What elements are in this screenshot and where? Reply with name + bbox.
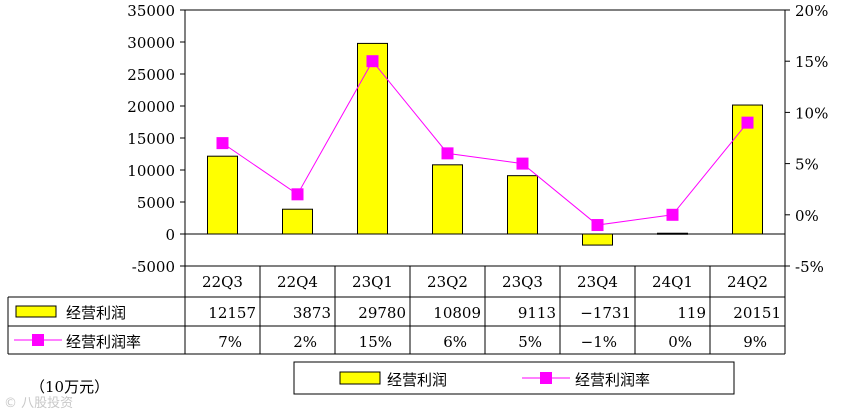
category-label: 23Q4 bbox=[577, 273, 618, 291]
left-tick-label: -5000 bbox=[132, 258, 175, 276]
table-series-name: 经营利润 bbox=[66, 304, 126, 322]
bar bbox=[507, 175, 538, 235]
legend-box bbox=[293, 361, 735, 395]
category-label: 24Q1 bbox=[652, 273, 693, 291]
right-axis: 20% 15% 10% 5% 0% -5% bbox=[785, 2, 828, 276]
table-value: 20151 bbox=[733, 304, 781, 322]
line-point bbox=[216, 137, 229, 150]
line-point bbox=[591, 219, 604, 232]
category-label: 23Q2 bbox=[427, 273, 468, 291]
line-point bbox=[741, 116, 754, 129]
right-tick-label: 10% bbox=[795, 104, 828, 122]
bar bbox=[657, 232, 688, 235]
bar bbox=[282, 208, 313, 235]
line-point bbox=[516, 157, 529, 170]
category-label: 22Q4 bbox=[277, 273, 318, 291]
legend-label: 经营利润 bbox=[387, 371, 447, 389]
category-label: 23Q1 bbox=[352, 273, 393, 291]
table-value: 0% bbox=[668, 333, 692, 351]
unit-label: （10万元） bbox=[30, 378, 110, 396]
table-value: 5% bbox=[518, 333, 542, 351]
left-tick-label: 20000 bbox=[127, 98, 175, 116]
table-series-name: 经营利润率 bbox=[66, 333, 141, 351]
line-series bbox=[216, 55, 754, 232]
table-value: 12157 bbox=[208, 304, 256, 322]
table-value: 9% bbox=[743, 333, 767, 351]
category-label: 24Q2 bbox=[727, 273, 768, 291]
table-value: 6% bbox=[443, 333, 467, 351]
watermark: © 八股投资 bbox=[4, 396, 74, 411]
table-value: 10809 bbox=[433, 304, 481, 322]
bars bbox=[207, 42, 763, 246]
left-tick-label: 0 bbox=[165, 226, 175, 244]
bar bbox=[582, 233, 613, 246]
right-tick-label: 0% bbox=[795, 207, 819, 225]
table-line-key-marker bbox=[32, 334, 44, 346]
line-point bbox=[366, 55, 379, 68]
line-point bbox=[291, 188, 304, 201]
bar bbox=[732, 104, 763, 235]
line-point bbox=[666, 208, 679, 221]
table-value: −1% bbox=[581, 333, 617, 351]
table-value: −1731 bbox=[580, 304, 631, 322]
table-value: 119 bbox=[677, 304, 706, 322]
table-value: 15% bbox=[359, 333, 392, 351]
legend-line-marker bbox=[540, 372, 552, 384]
category-label: 23Q3 bbox=[502, 273, 543, 291]
legend-label: 经营利润率 bbox=[575, 371, 650, 389]
left-tick-label: 15000 bbox=[127, 130, 175, 148]
table-bar-key bbox=[15, 305, 57, 318]
bar bbox=[357, 42, 388, 235]
table-value: 29780 bbox=[358, 304, 406, 322]
left-tick-label: 5000 bbox=[137, 194, 175, 212]
right-tick-label: 5% bbox=[795, 156, 819, 174]
table-value: 9113 bbox=[518, 304, 556, 322]
bar bbox=[207, 155, 238, 235]
plot-frame bbox=[184, 9, 786, 267]
plot-area bbox=[184, 9, 786, 267]
left-tick-label: 10000 bbox=[127, 162, 175, 180]
category-label: 22Q3 bbox=[202, 273, 243, 291]
table-value: 2% bbox=[293, 333, 317, 351]
profit-margin-line bbox=[222, 60, 748, 226]
left-tick-label: 30000 bbox=[127, 34, 175, 52]
line-point bbox=[441, 147, 454, 160]
left-tick-label: 25000 bbox=[127, 66, 175, 84]
left-tick-label: 35000 bbox=[127, 2, 175, 20]
left-axis: 35000 30000 25000 20000 15000 10000 5000 0 -5000 bbox=[127, 2, 185, 276]
table-value: 3873 bbox=[293, 304, 331, 322]
right-tick-label: 15% bbox=[795, 53, 828, 71]
data-table: 22Q3 22Q4 23Q1 23Q2 23Q3 23Q4 24Q1 24Q2 经营利润 1215… bbox=[7, 265, 786, 355]
legend: 经营利润 经营利润率 bbox=[293, 361, 735, 395]
legend-bar-key bbox=[339, 371, 381, 385]
table-value: 7% bbox=[218, 333, 242, 351]
right-tick-label: -5% bbox=[795, 258, 824, 276]
right-tick-label: 20% bbox=[795, 2, 828, 20]
bar bbox=[432, 164, 463, 235]
